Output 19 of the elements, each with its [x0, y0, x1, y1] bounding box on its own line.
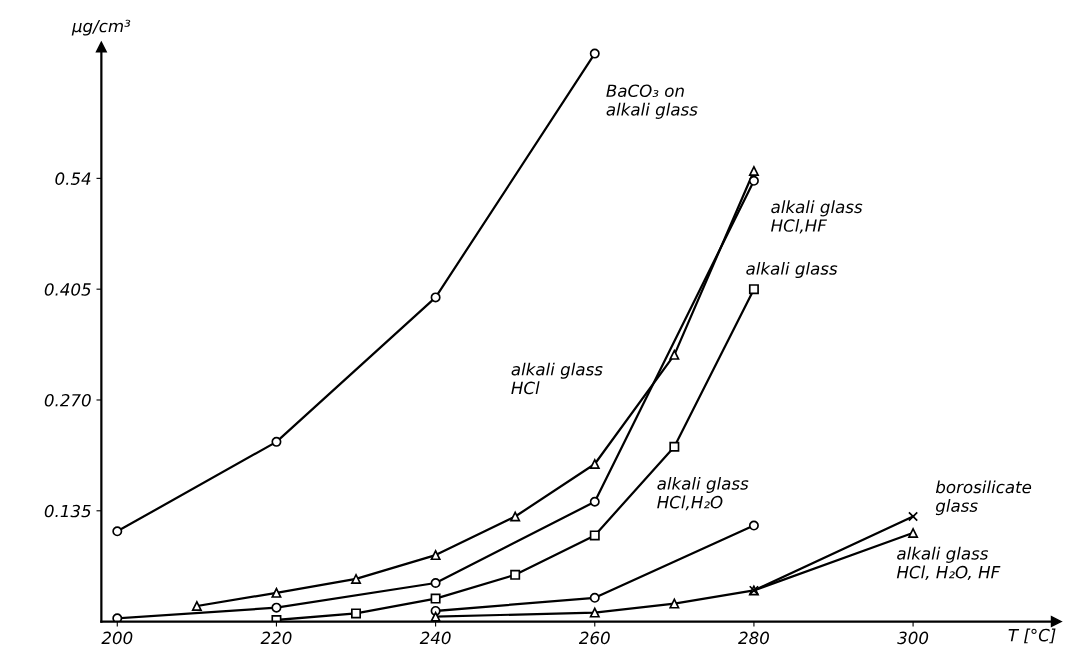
series-label: alkali glass HCl, H₂O, HF	[896, 546, 1001, 581]
y-tick-label: 0.54	[55, 172, 91, 185]
x-tick-label: 200	[101, 631, 133, 645]
series-label: borosilicate glass	[935, 480, 1032, 516]
series-label: BaCO₃ on alkali glass	[606, 84, 698, 119]
series-label: alkali glass HCl,H₂O	[657, 476, 749, 511]
x-tick-label: 240	[419, 631, 451, 645]
series-label: alkali glass	[746, 261, 838, 279]
series-label: alkali glass HCl,HF	[771, 200, 863, 234]
y-tick-label: 0.405	[44, 283, 91, 296]
x-tick-label: 220	[260, 631, 292, 645]
text: alkali glass HCl	[511, 362, 603, 395]
x-axis-title: T [°C]	[1008, 628, 1056, 644]
y-tick-label: 0.135	[44, 504, 91, 518]
y-tick-label: 0.270	[44, 393, 91, 407]
y-axis-title: µg/cm³	[71, 19, 131, 36]
x-tick-label: 260	[578, 631, 610, 645]
x-tick-label: 300	[897, 631, 929, 645]
x-tick-label: 280	[738, 631, 769, 645]
